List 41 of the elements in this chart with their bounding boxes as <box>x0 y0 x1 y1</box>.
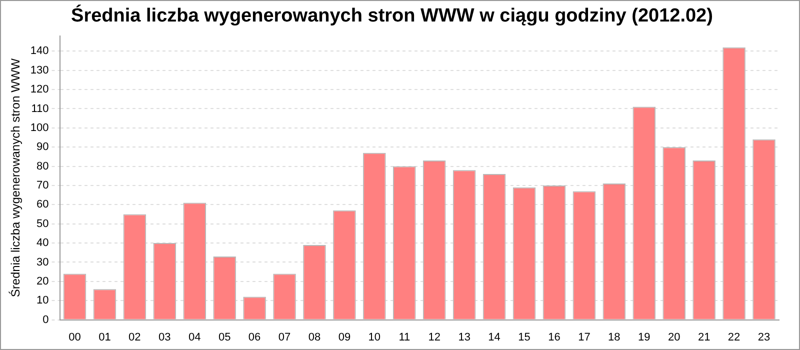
x-tick-label: 21 <box>698 331 710 344</box>
x-tick-label: 16 <box>548 331 560 344</box>
x-tick-label: 11 <box>398 331 410 344</box>
x-tick-label: 06 <box>248 331 261 344</box>
x-tick-label: 03 <box>158 331 171 344</box>
x-tick-label: 09 <box>338 331 351 344</box>
x-tick-label: 23 <box>758 331 770 344</box>
y-tick-label: 110 <box>31 102 49 115</box>
x-tick-label: 12 <box>428 331 440 344</box>
x-tick-label: 01 <box>98 331 111 344</box>
x-tick-label: 17 <box>578 331 590 344</box>
y-tick-label: 0 <box>42 314 49 326</box>
y-tick-label: 10 <box>36 294 49 307</box>
y-tick-label: 40 <box>36 237 49 250</box>
x-tick-label: 04 <box>188 331 201 344</box>
y-tick-label: 90 <box>36 141 49 154</box>
x-tick-label: 00 <box>68 331 81 344</box>
y-tick-label: 80 <box>36 160 49 172</box>
y-tick-label: 140 <box>30 45 49 58</box>
x-tick-label: 22 <box>728 331 740 344</box>
x-tick-label: 10 <box>368 331 381 344</box>
y-tick-label: 20 <box>36 275 49 288</box>
y-tick-label: 100 <box>30 122 49 134</box>
y-tick-label: 50 <box>36 218 49 230</box>
x-tick-label: 13 <box>458 331 470 344</box>
x-tick-label: 20 <box>668 331 680 344</box>
y-tick-label: 30 <box>36 256 49 268</box>
x-tick-label: 07 <box>278 331 291 344</box>
x-tick-label: 15 <box>518 331 530 344</box>
x-tick-label: 19 <box>638 331 650 344</box>
y-tick-label: 60 <box>36 198 49 211</box>
x-tick-label: 08 <box>308 331 321 344</box>
y-tick-label: 70 <box>36 180 49 192</box>
chart-title: Średnia liczba wygenerowanych stron WWW w ciągu godziny (2012.02) <box>71 4 713 27</box>
y-tick-label: 120 <box>30 84 49 96</box>
x-tick-label: 02 <box>128 331 141 344</box>
x-tick-label: 18 <box>608 331 620 344</box>
y-tick-label: 130 <box>30 64 49 76</box>
x-tick-label: 14 <box>488 331 500 344</box>
x-tick-label: 05 <box>218 331 231 344</box>
y-axis-title: Średnia liczba wygenerowanych stron WWW <box>8 58 23 298</box>
